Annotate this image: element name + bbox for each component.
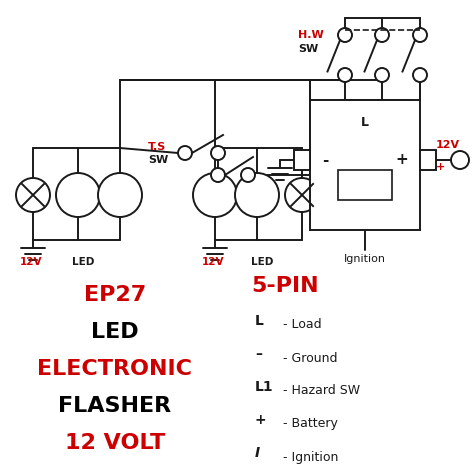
Text: - Battery: - Battery (283, 418, 338, 430)
Text: +: + (255, 413, 266, 427)
Text: FLASHER: FLASHER (58, 396, 172, 416)
Text: -: - (322, 153, 328, 167)
Text: - Hazard SW: - Hazard SW (283, 384, 360, 398)
Circle shape (375, 28, 389, 42)
Circle shape (451, 151, 469, 169)
Bar (294, 150, 310, 170)
Circle shape (413, 68, 427, 82)
Text: - Ground: - Ground (283, 352, 337, 365)
Text: Ignition: Ignition (344, 254, 386, 264)
Text: L: L (361, 116, 369, 128)
Text: 12V: 12V (202, 257, 224, 267)
Text: I: I (363, 181, 367, 195)
Circle shape (235, 173, 279, 217)
Text: LED: LED (91, 322, 139, 342)
Circle shape (338, 28, 352, 42)
Text: T.S: T.S (148, 142, 166, 152)
Text: ELECTRONIC: ELECTRONIC (37, 359, 192, 379)
Circle shape (413, 28, 427, 42)
Circle shape (211, 146, 225, 160)
Text: H.W: H.W (298, 30, 324, 40)
Bar (338, 170, 392, 200)
Text: - Ignition: - Ignition (283, 450, 338, 464)
Circle shape (56, 173, 100, 217)
Bar (420, 150, 436, 170)
Circle shape (375, 68, 389, 82)
Text: L1: L1 (357, 180, 373, 190)
Circle shape (211, 168, 225, 182)
Text: 12V: 12V (20, 257, 42, 267)
Text: EP27: EP27 (84, 285, 146, 305)
Circle shape (178, 146, 192, 160)
Text: +: + (395, 153, 408, 167)
Text: 5-PIN: 5-PIN (251, 276, 319, 296)
Circle shape (16, 178, 50, 212)
Circle shape (98, 173, 142, 217)
Circle shape (338, 68, 352, 82)
Text: –: – (255, 347, 262, 361)
Text: 12 VOLT: 12 VOLT (65, 433, 165, 453)
Text: +: + (436, 162, 445, 172)
Text: L: L (255, 314, 264, 328)
Text: I: I (255, 446, 260, 460)
Text: L1: L1 (255, 380, 273, 394)
Circle shape (241, 168, 255, 182)
Text: SW: SW (298, 44, 318, 54)
Text: SW: SW (148, 155, 168, 165)
Circle shape (193, 173, 237, 217)
Text: LED: LED (72, 257, 94, 267)
Circle shape (285, 178, 319, 212)
Text: - Load: - Load (283, 319, 322, 331)
Text: 12V: 12V (436, 140, 460, 150)
Bar (310, 100, 420, 230)
Text: LED: LED (251, 257, 273, 267)
